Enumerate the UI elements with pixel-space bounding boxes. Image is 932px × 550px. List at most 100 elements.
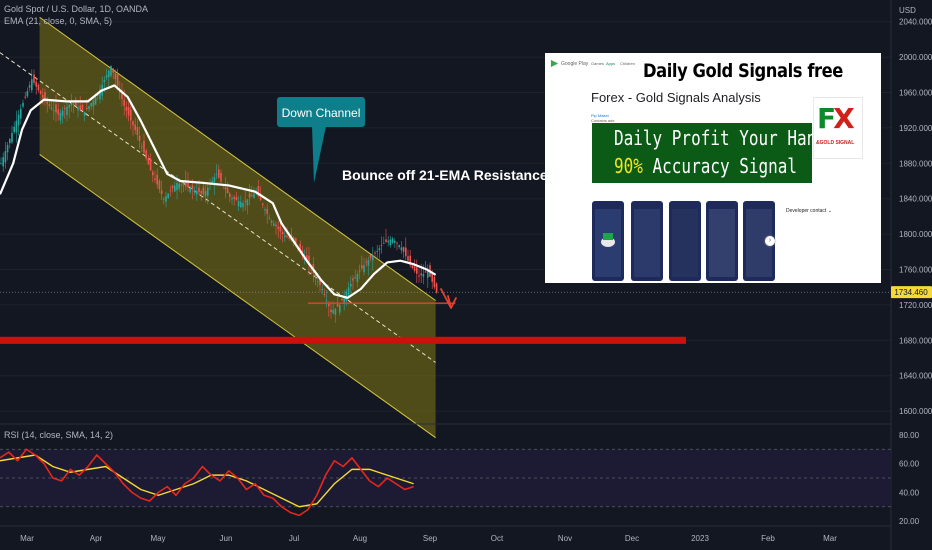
- time-tick-label: Dec: [625, 534, 639, 543]
- candle-body: [321, 289, 323, 291]
- candle-body: [405, 247, 407, 257]
- candle-body: [367, 260, 370, 266]
- price-tick-label: 2040.000: [899, 18, 932, 27]
- rsi-legend: RSI (14, close, SMA, 14, 2): [4, 430, 114, 440]
- candle-body: [72, 103, 75, 105]
- candle-body: [325, 300, 328, 302]
- ema-21-line: [0, 84, 437, 299]
- rsi-tick-label: 80.00: [899, 431, 920, 440]
- candle-body: [66, 106, 68, 115]
- app-logo-sub: &GOLD SIGNAL: [816, 140, 855, 146]
- price-tick-label: 1800.000: [899, 230, 932, 239]
- next-arrow-icon[interactable]: ›: [765, 236, 775, 246]
- candle-body: [336, 303, 339, 307]
- candle-body: [61, 110, 64, 117]
- candle-body: [229, 193, 231, 197]
- candle-body: [275, 224, 277, 227]
- rsi-tick-label: 20.00: [899, 517, 920, 526]
- candle-body: [330, 309, 332, 313]
- candle-body: [361, 265, 363, 269]
- time-tick-label: Mar: [823, 534, 837, 543]
- candle-body: [86, 107, 88, 110]
- candle-body: [141, 146, 143, 148]
- rsi-axis-labels: 80.00 60.00 40.00 20.00: [899, 431, 920, 526]
- developer-contact[interactable]: Developer contact ⌄: [786, 208, 832, 214]
- candle-body: [171, 185, 174, 189]
- candle-body: [387, 240, 389, 243]
- candle-body: [402, 247, 405, 252]
- candle-body: [24, 96, 26, 98]
- candle-body: [202, 187, 205, 195]
- promo-line-2-rest: Accuracy Signal: [642, 154, 798, 178]
- candle-body: [121, 92, 123, 100]
- candle-body: [178, 183, 180, 189]
- candle-body: [176, 182, 178, 191]
- candle-body: [26, 91, 29, 97]
- candle-body: [301, 250, 304, 255]
- candle-body: [299, 243, 301, 251]
- callout-pointer: [312, 126, 326, 183]
- screenshot-thumb[interactable]: [631, 201, 663, 281]
- candle-body: [433, 276, 436, 288]
- candle-body: [376, 250, 378, 252]
- channel-mid-dashed-line: [0, 52, 436, 363]
- store-nav-apps[interactable]: Apps: [606, 61, 616, 66]
- candle-body: [50, 108, 53, 110]
- candle-body: [356, 273, 359, 282]
- candle-body: [28, 85, 31, 88]
- candle-body: [215, 173, 218, 175]
- candle-body: [6, 145, 9, 153]
- chevron-down-icon: ⌄: [827, 208, 832, 214]
- candle-body: [409, 255, 411, 266]
- google-play-icon: [550, 59, 559, 68]
- time-tick-label: Nov: [558, 534, 572, 543]
- screenshot-thumb[interactable]: [706, 201, 738, 281]
- candle-body: [46, 101, 48, 104]
- price-tick-label: 1840.000: [899, 195, 932, 204]
- candle-body: [394, 240, 396, 243]
- down-channel-fill: [39, 17, 436, 438]
- candle-body: [145, 150, 147, 159]
- time-axis-labels[interactable]: Mar Apr May Jun Jul Aug Sep Oct Nov Dec 2023 Feb Mar: [20, 534, 837, 543]
- rsi-tick-label: 40.00: [899, 488, 920, 497]
- store-nav-children[interactable]: Children: [620, 61, 635, 66]
- candle-body: [391, 238, 394, 243]
- candle-body: [262, 203, 264, 205]
- candle-body: [185, 180, 187, 187]
- time-tick-label: Jun: [220, 534, 233, 543]
- candle-body: [385, 239, 387, 242]
- candle-body: [44, 92, 46, 102]
- candle-body: [127, 107, 130, 116]
- developer-name[interactable]: Pip Maker: [591, 113, 610, 118]
- candle-body: [233, 197, 235, 200]
- candle-body: [105, 75, 108, 78]
- down-channel-callout: [277, 97, 365, 127]
- candle-body: [132, 121, 134, 126]
- candle-body: [33, 74, 35, 83]
- store-nav-games[interactable]: Games: [591, 61, 604, 66]
- price-axis-labels[interactable]: 2040.000 2000.000 1960.000 1920.000 1880.000…: [899, 18, 932, 416]
- candle-body: [400, 247, 403, 251]
- candle-body: [94, 97, 97, 105]
- time-tick-label: Jul: [289, 534, 299, 543]
- candle-body: [39, 90, 42, 94]
- candle-body: [0, 163, 2, 165]
- candle-body: [363, 265, 365, 273]
- candle-body: [136, 127, 139, 135]
- time-tick-label: 2023: [691, 534, 709, 543]
- last-price-tag-text: 1734.460: [894, 288, 928, 297]
- candle-body: [281, 231, 284, 235]
- candle-body: [242, 203, 244, 208]
- candle-body: [169, 190, 172, 192]
- candle-body: [9, 138, 11, 144]
- candle-body: [396, 242, 398, 244]
- candle-body: [204, 190, 207, 197]
- candles: [0, 65, 438, 323]
- screenshot-thumb[interactable]: [669, 201, 701, 281]
- currency-label: USD: [899, 6, 916, 15]
- app-advertisement[interactable]: Google Play Games Apps Children Daily Go…: [545, 53, 881, 283]
- screenshot-thumb[interactable]: [592, 201, 624, 281]
- candle-body: [435, 283, 438, 293]
- time-tick-label: Aug: [353, 534, 367, 543]
